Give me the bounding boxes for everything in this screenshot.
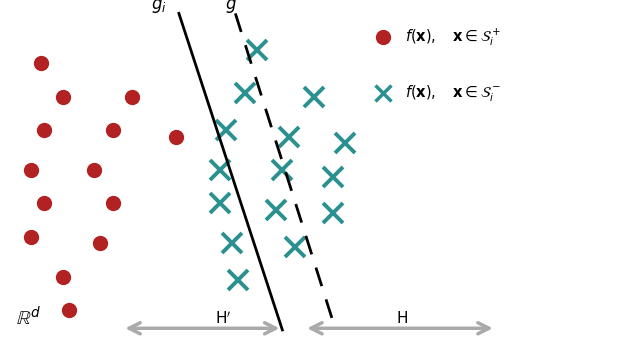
Text: $g$: $g$ [225, 0, 237, 15]
Text: $\mathrm{H}$: $\mathrm{H}$ [396, 310, 408, 326]
Text: $g_i$: $g_i$ [150, 0, 166, 15]
Text: $f(\mathbf{x}),$   $\mathbf{x} \in \mathcal{S}_i^+$: $f(\mathbf{x}),$ $\mathbf{x} \in \mathca… [404, 26, 501, 48]
Text: $f(\mathbf{x}),$   $\mathbf{x} \in \mathcal{S}_i^-$: $f(\mathbf{x}),$ $\mathbf{x} \in \mathca… [404, 83, 501, 104]
Text: $\mathrm{H}'$: $\mathrm{H}'$ [214, 310, 231, 327]
Text: $\mathbb{R}^d$: $\mathbb{R}^d$ [16, 307, 41, 330]
